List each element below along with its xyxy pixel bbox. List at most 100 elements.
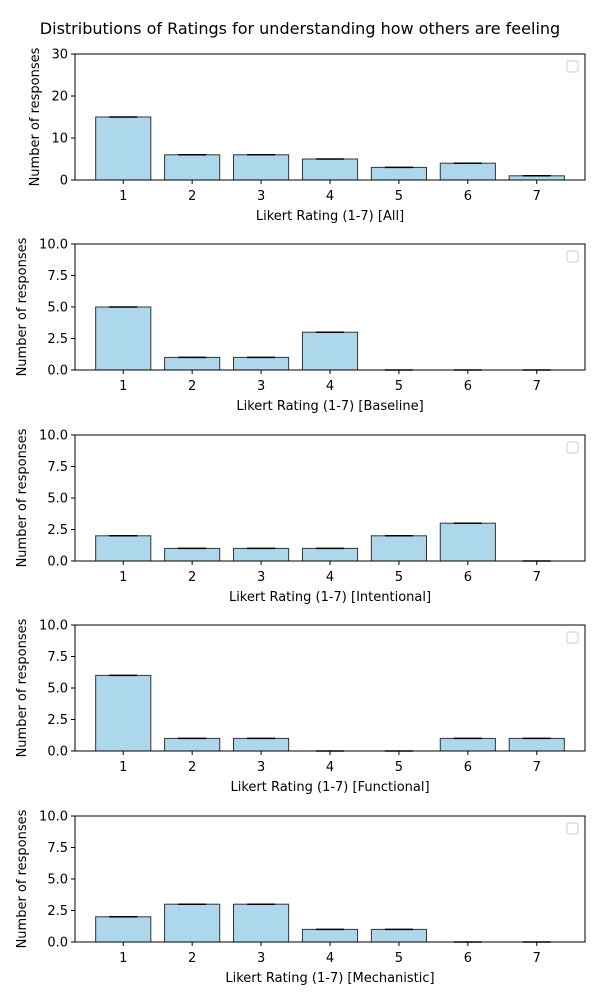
subplot-5: 1 2 3 4 5 6 7 0.0 2.5 5.0 7.5 10.0 Likert Rating (1-… [15, 809, 586, 986]
x-tick-label: 4 [326, 951, 334, 966]
bar-4 [301, 331, 359, 371]
y-tick-label: 30 [51, 48, 68, 63]
subplot-4: 1 2 3 4 5 6 7 0.0 2.5 5.0 7.5 10.0 Likert Rating (1-… [15, 618, 586, 795]
x-tick-label: 5 [395, 189, 403, 204]
x-axis-label: Likert Rating (1-7) [Baseline] [236, 399, 423, 414]
x-tick-label: 2 [188, 951, 196, 966]
y-tick-label: 7.5 [47, 460, 68, 475]
bar-6 [439, 162, 496, 181]
y-tick-label: 2.5 [47, 904, 68, 919]
y-tick-label: 10.0 [39, 810, 68, 825]
bar-4 [301, 547, 359, 562]
bar-5 [370, 928, 427, 943]
y-tick-label: 5.0 [47, 873, 68, 888]
y-axis-label: Number of responses [15, 809, 30, 948]
x-axis-label: Likert Rating (1-7) [Functional] [230, 780, 429, 795]
x-tick-label: 1 [119, 189, 127, 204]
y-tick-label: 0 [60, 174, 68, 189]
bar-1 [95, 674, 152, 752]
figure-title: Distributions of Ratings for understandi… [40, 19, 560, 38]
x-tick-label: 5 [395, 760, 403, 775]
x-tick-label: 6 [464, 570, 472, 585]
bar-7 [508, 737, 565, 752]
bar-3 [233, 547, 290, 562]
bar-1 [95, 916, 152, 943]
y-tick-label: 0.0 [47, 745, 68, 760]
bar-3 [233, 154, 290, 181]
x-tick-label: 7 [533, 189, 541, 204]
bar-5 [370, 166, 427, 181]
bar-3 [233, 356, 290, 371]
bar-2 [164, 737, 221, 752]
subplots: 1 2 3 4 5 6 7 0 10 20 30 Likert Rating (1-7) [All] N… [15, 47, 586, 986]
bar-1 [95, 535, 152, 562]
x-tick-label: 1 [119, 951, 127, 966]
y-tick-label: 2.5 [47, 523, 68, 538]
x-tick-label: 5 [395, 570, 403, 585]
y-axis-label: Number of responses [15, 237, 30, 376]
y-tick-label: 5.0 [47, 301, 68, 316]
y-tick-label: 2.5 [47, 332, 68, 347]
x-tick-label: 7 [533, 570, 541, 585]
y-axis-label: Number of responses [15, 618, 30, 757]
x-axis-label: Likert Rating (1-7) [Intentional] [229, 590, 431, 605]
x-tick-label: 3 [257, 570, 265, 585]
y-axis-label: Number of responses [15, 428, 30, 567]
subplot-2: 1 2 3 4 5 6 7 0.0 2.5 5.0 7.5 10.0 Likert Rating (1-… [15, 237, 586, 414]
legend-box [566, 441, 579, 454]
x-tick-label: 3 [257, 951, 265, 966]
x-tick-label: 4 [326, 189, 334, 204]
bar-6 [439, 522, 496, 562]
y-tick-label: 0.0 [47, 936, 68, 951]
bar-1 [95, 116, 152, 181]
bar-6 [439, 737, 496, 752]
x-tick-label: 2 [188, 189, 196, 204]
bar-3 [233, 737, 290, 752]
bar-2 [164, 356, 221, 371]
y-tick-label: 0.0 [47, 555, 68, 570]
bar-1 [95, 306, 152, 371]
y-tick-label: 20 [51, 90, 68, 105]
y-tick-label: 7.5 [47, 650, 68, 665]
y-tick-label: 7.5 [47, 841, 68, 856]
x-tick-label: 4 [326, 379, 334, 394]
x-tick-label: 7 [533, 379, 541, 394]
x-tick-label: 2 [188, 760, 196, 775]
bar-2 [164, 154, 221, 181]
y-tick-label: 5.0 [47, 682, 68, 697]
x-tick-label: 5 [395, 379, 403, 394]
x-tick-label: 4 [326, 570, 334, 585]
y-axis-label: Number of responses [28, 47, 43, 186]
y-tick-label: 7.5 [47, 269, 68, 284]
y-tick-label: 10.0 [39, 619, 68, 634]
bar-5 [370, 535, 427, 562]
legend-box [566, 822, 579, 835]
x-tick-label: 3 [257, 379, 265, 394]
legend-box [566, 60, 579, 73]
x-tick-label: 4 [326, 760, 334, 775]
y-tick-label: 5.0 [47, 492, 68, 507]
y-tick-label: 10.0 [39, 429, 68, 444]
legend-box [566, 631, 579, 644]
x-tick-label: 6 [464, 951, 472, 966]
x-tick-label: 6 [464, 760, 472, 775]
x-tick-label: 3 [257, 760, 265, 775]
y-tick-label: 0.0 [47, 364, 68, 379]
bar-4 [301, 158, 359, 181]
y-tick-label: 10 [51, 132, 68, 147]
bar-3 [233, 903, 290, 943]
bar-2 [164, 547, 221, 562]
x-tick-label: 1 [119, 570, 127, 585]
y-tick-label: 2.5 [47, 713, 68, 728]
x-tick-label: 2 [188, 379, 196, 394]
x-tick-label: 1 [119, 379, 127, 394]
x-axis-label: Likert Rating (1-7) [All] [256, 209, 404, 224]
legend-box [566, 250, 579, 263]
x-tick-label: 2 [188, 570, 196, 585]
x-tick-label: 7 [533, 760, 541, 775]
x-axis-label: Likert Rating (1-7) [Mechanistic] [225, 971, 434, 986]
bar-4 [301, 928, 359, 943]
subplot-3: 1 2 3 4 5 6 7 0.0 2.5 5.0 7.5 10.0 Likert Rating (1-… [15, 428, 586, 605]
